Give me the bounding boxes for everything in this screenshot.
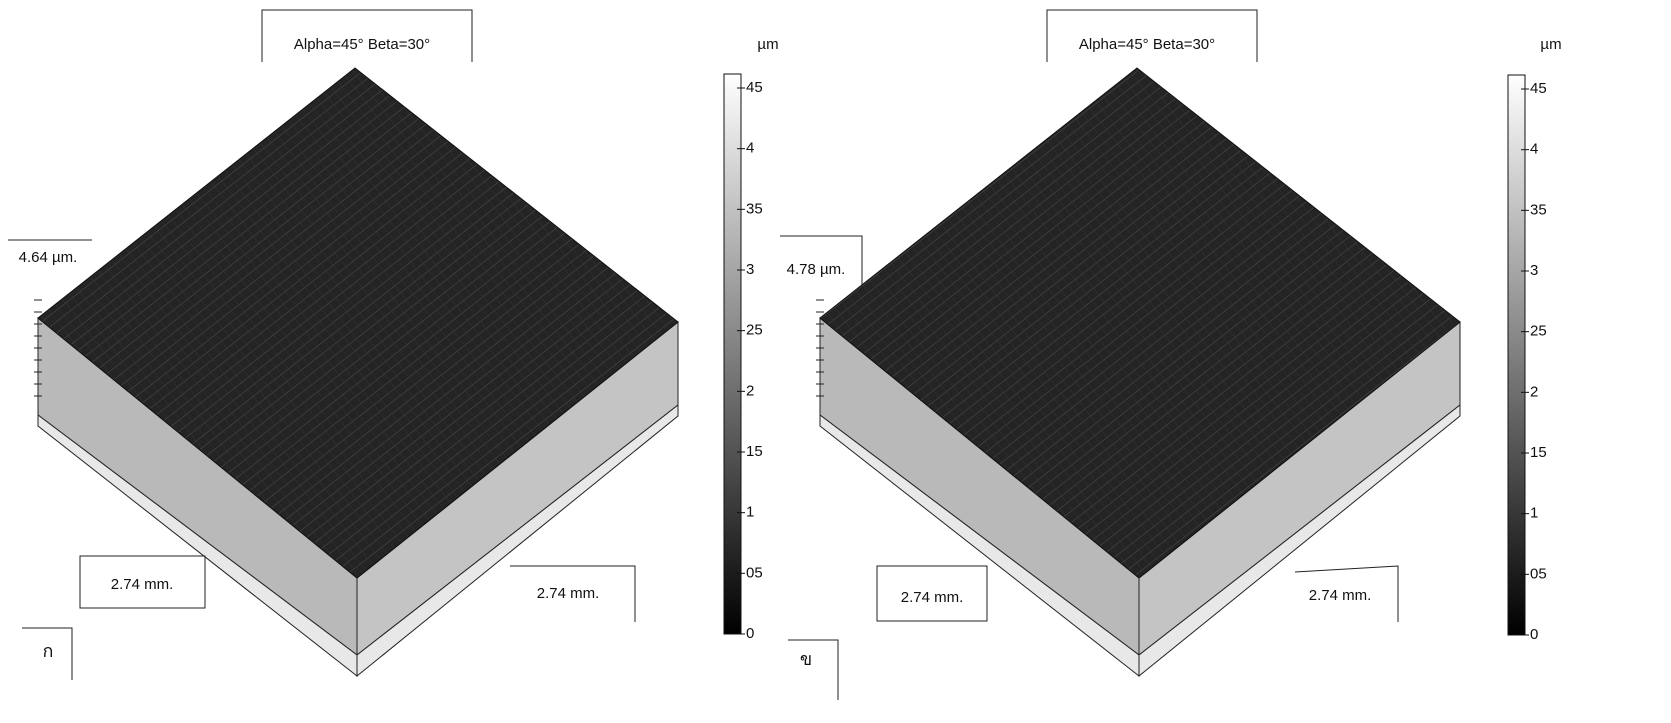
label-frame <box>510 565 636 622</box>
colorbar-label: 35 <box>1530 201 1547 218</box>
label-frame <box>788 639 839 700</box>
base-strip <box>356 403 679 678</box>
height-label: 4.78 µm. <box>787 261 846 278</box>
colorbar-label: 15 <box>746 443 763 460</box>
colorbar-label: 2 <box>746 382 754 399</box>
colorbar-label: 05 <box>1530 565 1547 582</box>
colorbar-label: 25 <box>746 322 763 339</box>
y-axis-label: 2.74 mm. <box>537 585 600 602</box>
colorbar-label: 45 <box>1530 80 1547 97</box>
unit-label: µm <box>1540 36 1561 53</box>
x-axis-label: 2.74 mm. <box>901 589 964 606</box>
label-frame <box>79 555 206 609</box>
panel-label: ก <box>43 641 54 661</box>
panel-label: ข <box>800 649 812 669</box>
colorbar-label: 4 <box>1530 141 1538 158</box>
colorbar-label: 3 <box>1530 262 1538 279</box>
colorbar <box>1507 74 1526 636</box>
colorbar-label: 45 <box>746 79 763 96</box>
surface-panel: Alpha=45° Beta=30° µm 4.78 µm. 2.74 mm. 2.74… <box>780 9 1562 700</box>
surface-panel: Alpha=45° Beta=30° µm 4.64 µm. 2.74 mm. 2.74… <box>8 9 779 680</box>
label-frame <box>1294 565 1399 622</box>
colorbar-label: 4 <box>746 140 754 157</box>
colorbar-label: 3 <box>746 261 754 278</box>
colorbar-label: 35 <box>746 200 763 217</box>
colorbar-label: 2 <box>1530 383 1538 400</box>
title-frame <box>1046 9 1258 62</box>
label-frame <box>876 565 988 622</box>
colorbar <box>723 73 742 635</box>
height-label: 4.64 µm. <box>19 249 78 266</box>
surface-top <box>37 67 679 579</box>
base-strip <box>1138 403 1461 678</box>
colorbar-label: 05 <box>746 564 763 581</box>
label-frame <box>780 235 863 290</box>
colorbar-label: 0 <box>1530 626 1538 643</box>
label-frame <box>22 627 73 680</box>
surface-top <box>819 67 1461 579</box>
y-axis-label: 2.74 mm. <box>1309 587 1372 604</box>
colorbar-label: 15 <box>1530 444 1547 461</box>
x-axis-label: 2.74 mm. <box>111 576 174 593</box>
plot-title: Alpha=45° Beta=30° <box>1079 36 1215 53</box>
unit-label: µm <box>757 36 778 53</box>
colorbar-label: 1 <box>746 504 754 521</box>
colorbar-label: 25 <box>1530 323 1547 340</box>
colorbar-label: 0 <box>746 625 754 642</box>
title-frame <box>261 9 473 62</box>
colorbar-label: 1 <box>1530 505 1538 522</box>
plot-title: Alpha=45° Beta=30° <box>294 36 430 53</box>
